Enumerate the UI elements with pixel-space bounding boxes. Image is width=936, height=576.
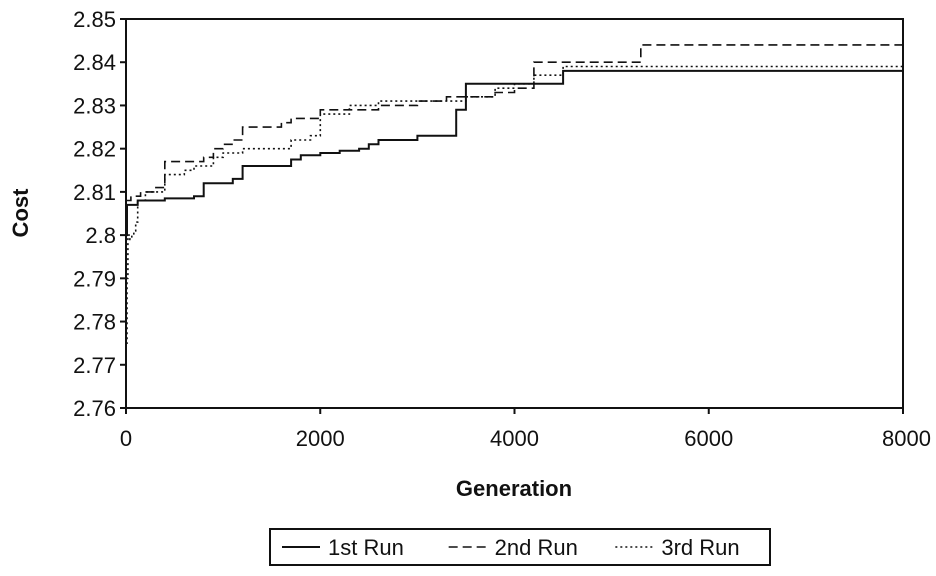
y-axis: 2.76 2.77 2.78 2.79 2.8 2.81 2.82 2.83 2.84 2.85 [73,7,126,421]
y-tick-label: 2.83 [73,93,116,118]
series-line-3 [126,65,903,344]
y-tick-label: 2.81 [73,180,116,205]
y-tick-label: 2.85 [73,7,116,32]
x-axis-title: Generation [456,476,572,501]
y-tick-label: 2.82 [73,137,116,162]
y-axis-title: Cost [8,188,33,238]
x-tick-label: 8000 [882,426,931,451]
series-line-1 [126,69,903,237]
legend: 1st Run 2nd Run 3rd Run [269,528,771,566]
plot-area [125,18,904,409]
legend-label: 3rd Run [661,535,739,560]
legend-label: 2nd Run [495,535,578,560]
x-tick-label: 4000 [490,426,539,451]
series-line-2 [126,44,903,202]
legend-label: 1st Run [328,535,404,560]
x-tick-label: 6000 [684,426,733,451]
y-tick-label: 2.8 [85,223,116,248]
series-layer [126,44,903,344]
x-tick-label: 0 [120,426,132,451]
y-tick-label: 2.77 [73,353,116,378]
legend-box [269,528,771,566]
x-axis: 0 2000 4000 6000 8000 [120,408,931,451]
y-tick-label: 2.84 [73,50,116,75]
x-tick-label: 2000 [296,426,345,451]
y-tick-label: 2.78 [73,310,116,335]
y-tick-label: 2.79 [73,266,116,291]
y-tick-label: 2.76 [73,396,116,421]
